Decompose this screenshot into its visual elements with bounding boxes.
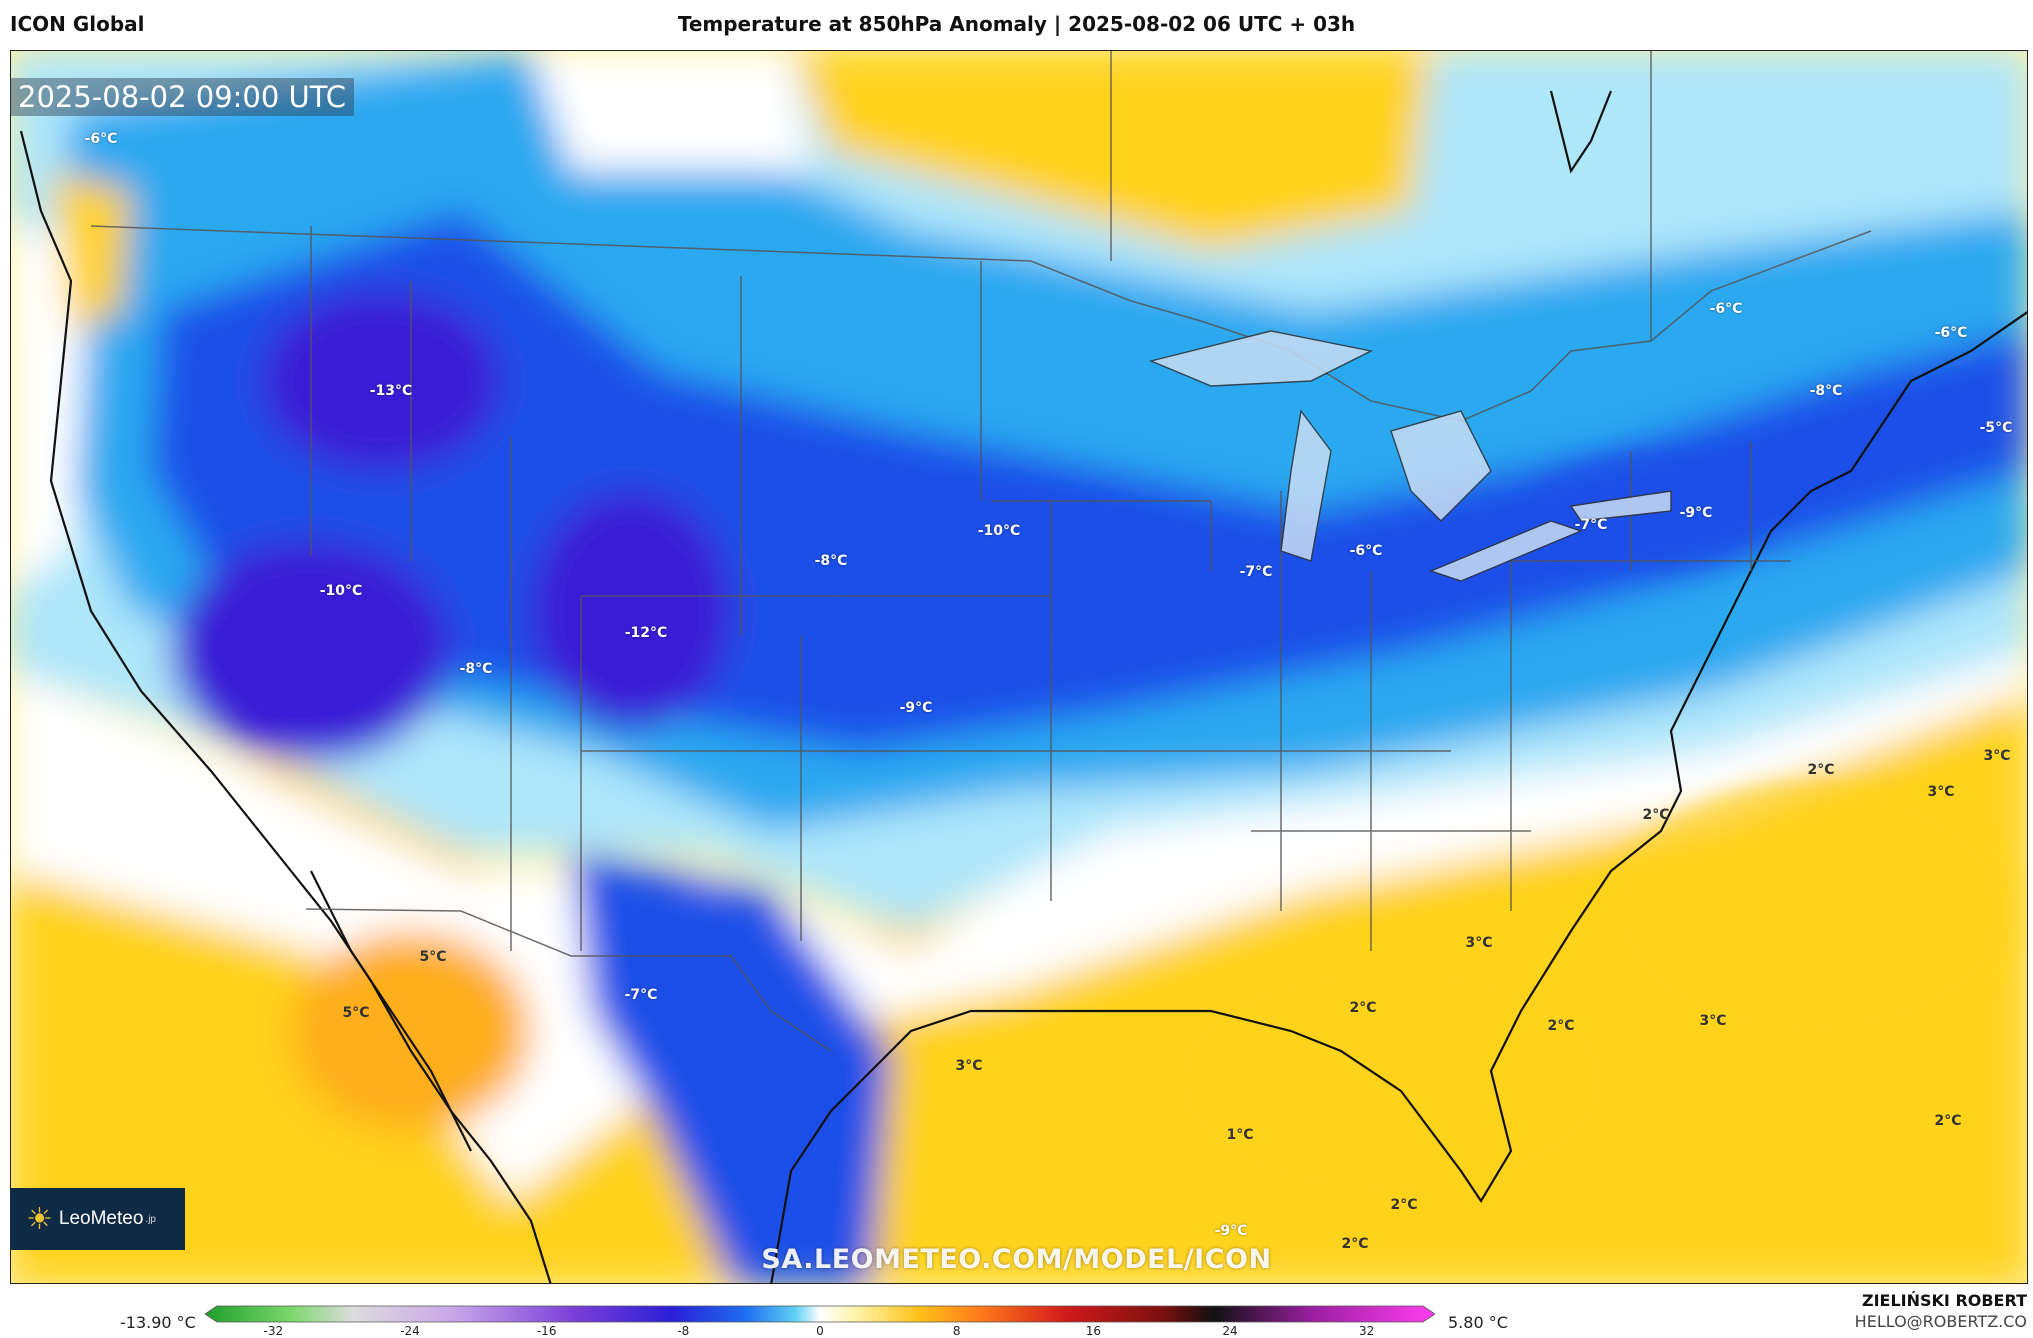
temperature-label: 2°C xyxy=(1341,1236,1369,1252)
temperature-label: 2°C xyxy=(1807,762,1835,778)
province-borders xyxy=(1110,51,1652,341)
deep-cold-core-idaho xyxy=(261,291,501,471)
author-name: ZIELIŃSKI ROBERT xyxy=(1861,1291,2027,1310)
state-borders xyxy=(310,226,1791,951)
sun-icon: ☀ xyxy=(26,1202,53,1236)
temperature-label: 3°C xyxy=(1699,1013,1727,1029)
temperature-label: -6°C xyxy=(1934,325,1968,341)
colorbar-tick-label: 8 xyxy=(952,1324,961,1338)
author-email[interactable]: HELLO@ROBERTZ.CO xyxy=(1854,1312,2027,1331)
temperature-label: -7°C xyxy=(1574,517,1608,533)
colorbar-tick-label: -8 xyxy=(677,1324,690,1338)
great-lakes xyxy=(1148,330,1672,582)
temperature-label: 3°C xyxy=(1927,784,1955,800)
temperature-label: -10°C xyxy=(319,583,363,599)
lake-ontario xyxy=(1569,490,1672,522)
colorbar-svg xyxy=(204,1305,1436,1323)
temperature-label: -9°C xyxy=(1679,505,1713,521)
legend-min-value: -13.90 °C xyxy=(120,1313,196,1332)
colorbar-tick-label: 16 xyxy=(1085,1324,1101,1338)
lake-erie xyxy=(1429,520,1583,582)
temperature-label: -10°C xyxy=(977,523,1021,539)
colorbar-tick-label: -16 xyxy=(536,1324,557,1338)
leometeo-logo[interactable]: ☀ LeoMeteo .jp xyxy=(10,1188,185,1250)
temperature-label: -13°C xyxy=(369,383,413,399)
temperature-label: 5°C xyxy=(342,1005,370,1021)
temperature-label: 3°C xyxy=(1983,748,2011,764)
northeast-coastline xyxy=(1870,311,2027,442)
map-canvas xyxy=(11,51,2027,1283)
model-url-watermark: SA.LEOMETEO.COM/MODEL/ICON xyxy=(761,1244,1272,1275)
cold-tongue-mexico xyxy=(571,851,891,1283)
anomaly-field xyxy=(11,51,2027,1283)
temperature-label: -6°C xyxy=(1349,543,1383,559)
lake-huron xyxy=(1390,410,1492,522)
logo-text: LeoMeteo xyxy=(58,1208,144,1229)
temperature-label: 2°C xyxy=(1547,1018,1575,1034)
colorbar-tick-label: -24 xyxy=(400,1324,420,1338)
temperature-label: -9°C xyxy=(899,700,933,716)
colorbar-ramp xyxy=(204,1305,1436,1323)
us-mexico-border xyxy=(305,908,832,1052)
temperature-label: -8°C xyxy=(1809,383,1843,399)
colorbar-tick-label: -32 xyxy=(263,1324,284,1338)
temperature-label: -8°C xyxy=(814,553,848,569)
colorbar-tick-label: 24 xyxy=(1222,1324,1238,1338)
temperature-label: 3°C xyxy=(1465,935,1493,951)
map-title: Temperature at 850hPa Anomaly | 2025-08-… xyxy=(677,12,1356,36)
coastlines xyxy=(19,90,2027,1283)
temperature-label: 2°C xyxy=(1390,1197,1418,1213)
neutral-canada xyxy=(531,51,811,171)
temperature-label: 2°C xyxy=(1934,1113,1962,1129)
deep-cold-core-nevada xyxy=(171,541,451,761)
baja-coastline xyxy=(310,870,472,1152)
temperature-label: 2°C xyxy=(1642,807,1670,823)
temperature-label: -8°C xyxy=(459,661,493,677)
temperature-label: -6°C xyxy=(84,131,118,147)
temperature-label: -6°C xyxy=(1709,301,1743,317)
warm-core-baja xyxy=(291,931,531,1131)
anomaly-map[interactable]: -6°C -13°C -10°C -8°C -12°C -8°C -10°C -9°C -7°C… xyxy=(10,50,2028,1284)
hudson-coastline xyxy=(1549,90,1613,174)
author-credit: ZIELIŃSKI ROBERT HELLO@ROBERTZ.CO xyxy=(1855,1291,2027,1331)
temperature-label: 5°C xyxy=(419,949,447,965)
temperature-label: -5°C xyxy=(1979,420,2013,436)
temperature-label: -9°C xyxy=(1214,1223,1248,1239)
pacific-coastline xyxy=(19,130,552,1283)
legend-max-value: 5.80 °C xyxy=(1448,1313,1508,1332)
temperature-label: -7°C xyxy=(624,987,658,1003)
lake-michigan xyxy=(1280,409,1332,562)
lake-superior xyxy=(1148,330,1374,387)
temperature-label: 1°C xyxy=(1226,1127,1254,1143)
temperature-label: 2°C xyxy=(1349,1000,1377,1016)
colorbar-tick-label: 0 xyxy=(816,1324,824,1338)
gulf-atlantic-coastline xyxy=(770,440,1872,1283)
deep-cold-core-colorado xyxy=(531,491,731,731)
model-name: ICON Global xyxy=(10,12,145,36)
temperature-label: -7°C xyxy=(1239,564,1273,580)
logo-suffix: .jp xyxy=(145,1213,156,1225)
temperature-label: 3°C xyxy=(955,1058,983,1074)
valid-time-badge: 2025-08-02 09:00 UTC xyxy=(10,78,355,116)
temperature-label: -12°C xyxy=(624,625,668,641)
colorbar-tick-label: 32 xyxy=(1359,1324,1375,1338)
